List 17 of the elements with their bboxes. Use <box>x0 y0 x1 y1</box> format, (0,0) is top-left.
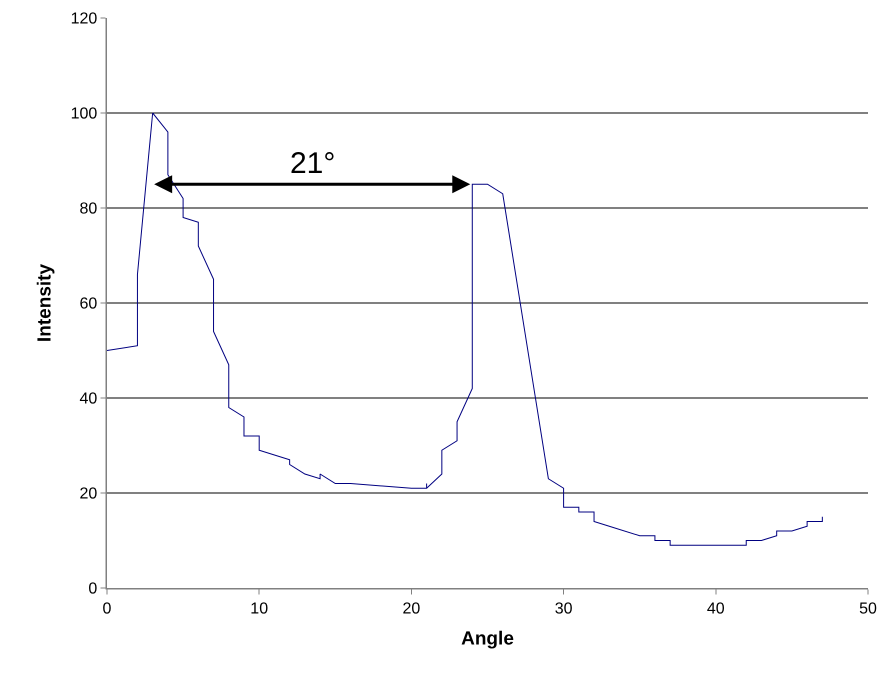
x-tick-label: 10 <box>250 600 268 618</box>
x-tick-label: 20 <box>402 600 420 618</box>
y-tick-label: 40 <box>80 390 98 408</box>
x-tick-label: 0 <box>102 600 112 618</box>
x-tick-label: 40 <box>706 600 725 618</box>
y-axis-title: Intensity <box>34 264 56 342</box>
y-tick-label: 0 <box>88 580 98 598</box>
x-tick-label: 30 <box>554 600 573 618</box>
y-tick-label: 120 <box>70 10 98 28</box>
y-tick-label: 20 <box>80 486 98 503</box>
y-tick-label: 60 <box>80 296 98 313</box>
x-axis-title: Angle <box>461 628 514 650</box>
annotation: 21° <box>290 147 336 180</box>
y-tick-label: 100 <box>70 106 98 123</box>
x-tick-label: 50 <box>859 600 877 618</box>
y-tick-label: 80 <box>80 200 98 218</box>
line-series <box>107 112 823 546</box>
